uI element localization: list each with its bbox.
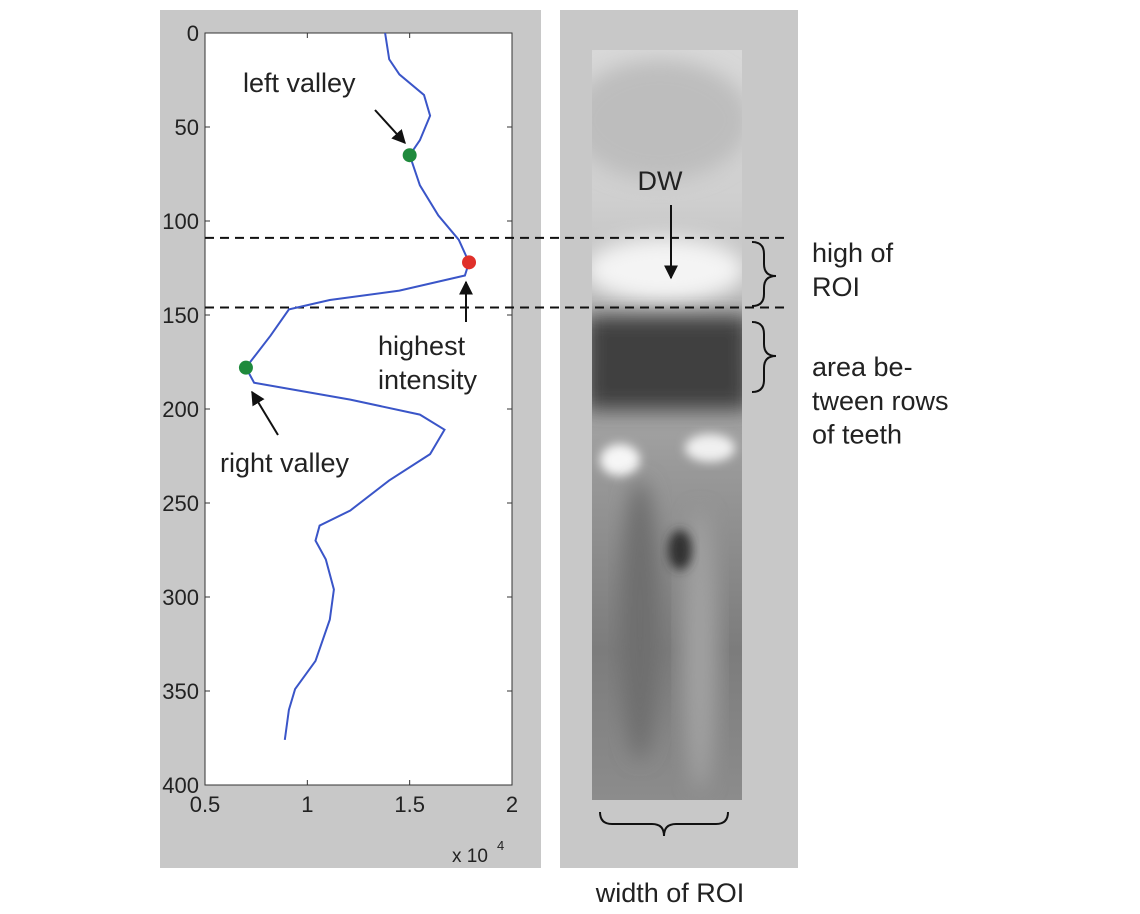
x-tick-label: 2 bbox=[506, 792, 518, 817]
marker-arrow bbox=[251, 390, 279, 436]
marker-label: left valley bbox=[243, 68, 356, 98]
y-tick-label: 50 bbox=[175, 115, 199, 140]
label-line: area be- bbox=[812, 352, 913, 382]
y-tick-label: 0 bbox=[187, 21, 199, 46]
roi-width-label: width of ROI bbox=[595, 878, 745, 908]
x-multiplier-exponent: 4 bbox=[497, 838, 504, 853]
y-tick-label: 250 bbox=[162, 491, 199, 516]
label-line: tween rows bbox=[812, 386, 949, 416]
width-brace bbox=[599, 811, 729, 837]
label-line: intensity bbox=[378, 365, 478, 395]
plot-area bbox=[204, 32, 513, 786]
y-tick-label: 100 bbox=[162, 209, 199, 234]
label-line: highest bbox=[378, 331, 466, 361]
label-line: right valley bbox=[220, 448, 350, 478]
y-tick-label: 300 bbox=[162, 585, 199, 610]
marker-point bbox=[238, 360, 253, 375]
x-tick-label: 0.5 bbox=[190, 792, 221, 817]
roi-brace bbox=[751, 241, 777, 307]
marker-label: right valley bbox=[220, 448, 350, 478]
marker-label: highest intensity bbox=[378, 331, 478, 395]
marker-arrow bbox=[374, 109, 406, 145]
x-multiplier: x 10 bbox=[452, 846, 488, 867]
y-tick-label: 400 bbox=[162, 773, 199, 798]
marker-point bbox=[462, 255, 477, 270]
label-line: left valley bbox=[243, 68, 356, 98]
dw-label: DW bbox=[638, 166, 683, 196]
label-line: high of bbox=[812, 238, 894, 268]
label-line: ROI bbox=[812, 272, 860, 302]
y-tick-label: 200 bbox=[162, 397, 199, 422]
marker-point bbox=[402, 148, 417, 163]
y-tick-label: 350 bbox=[162, 679, 199, 704]
gap-brace bbox=[751, 321, 777, 393]
gap-label: area be-tween rows of teeth bbox=[812, 352, 949, 450]
xray-image bbox=[592, 50, 742, 800]
x-tick-label: 1.5 bbox=[394, 792, 425, 817]
y-tick-label: 150 bbox=[162, 303, 199, 328]
x-tick-label: 1 bbox=[301, 792, 313, 817]
label-line: of teeth bbox=[812, 420, 902, 450]
roi-height-label: high of ROI bbox=[812, 238, 894, 302]
